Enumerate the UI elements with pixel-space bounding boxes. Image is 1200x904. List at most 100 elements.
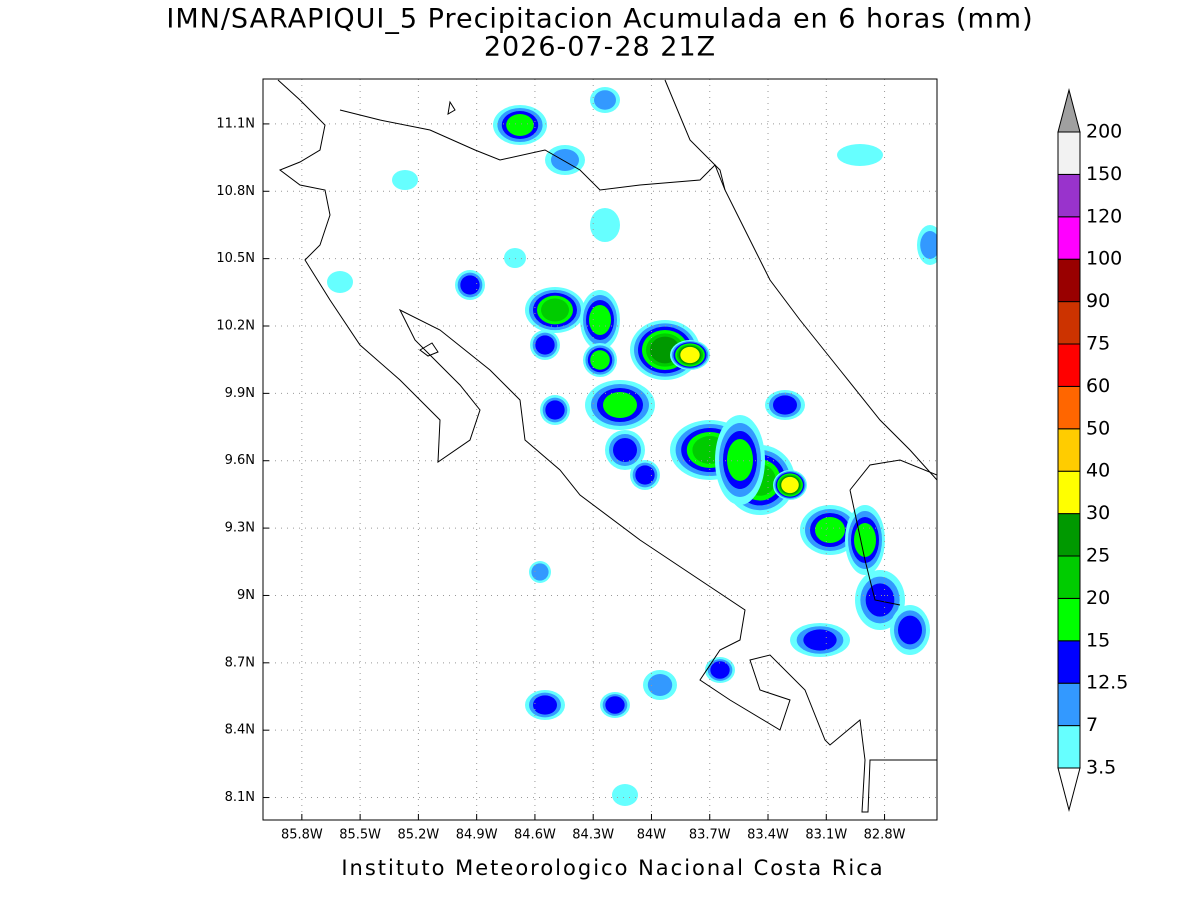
- grid: 85.8W 85.5W 85.2W 84.9W 84.6W 84.3W 84W 83.7W 83…: [216, 79, 937, 843]
- colorbar-segment: [1057, 682, 1081, 727]
- rain-cell: [551, 149, 579, 171]
- rain-cell: [327, 271, 353, 293]
- y-tick-label: 8.7N: [225, 655, 255, 670]
- colorbar-segment: [1057, 258, 1081, 303]
- colorbar-label: 60: [1086, 375, 1110, 397]
- rain-cell: [590, 350, 610, 370]
- colorbar-label: 30: [1086, 502, 1110, 524]
- rain-cell: [541, 298, 569, 322]
- x-tick-label: 83.4W: [747, 828, 789, 843]
- rain-cell: [815, 517, 845, 543]
- colorbar-label: 150: [1086, 163, 1122, 185]
- y-tick-label: 8.4N: [225, 723, 255, 738]
- x-tick-label: 84.6W: [514, 828, 556, 843]
- rain-cell: [710, 661, 730, 679]
- x-tick-label: 85.5W: [339, 828, 381, 843]
- colorbar-segment: [1057, 597, 1081, 642]
- rain-cell: [680, 346, 700, 364]
- colorbar-label: 12.5: [1086, 672, 1128, 694]
- rain-cell: [612, 784, 638, 806]
- rain-cell: [590, 208, 620, 242]
- map-frame: [262, 78, 938, 821]
- y-tick-label: 11.1N: [216, 116, 255, 131]
- title: IMN/SARAPIQUI_5 Precipitacion Acumulada …: [166, 4, 1033, 35]
- subtitle: 2026-07-28 21Z: [484, 32, 716, 63]
- x-tick-label: 83.1W: [805, 828, 847, 843]
- y-tick-label: 10.8N: [216, 184, 255, 199]
- rain-cell: [535, 335, 555, 355]
- colorbar-label: 15: [1086, 629, 1110, 651]
- rain-cell: [605, 696, 625, 714]
- colorbar-segment: [1057, 725, 1081, 769]
- colorbar-segment: [1057, 131, 1081, 175]
- rain-cell: [613, 438, 637, 462]
- footer: Instituto Meteorologico Nacional Costa R…: [341, 856, 884, 880]
- y-tick-label: 9.3N: [225, 521, 255, 536]
- colorbar-label: 75: [1086, 333, 1110, 355]
- y-tick-label: 8.1N: [225, 790, 255, 805]
- colorbar-label: 200: [1086, 121, 1122, 143]
- rain-cell: [594, 90, 616, 110]
- colorbar-label: 50: [1086, 417, 1110, 439]
- y-tick-label: 9.9N: [225, 386, 255, 401]
- x-tick-label: 85.2W: [397, 828, 439, 843]
- rain-cell: [460, 275, 480, 295]
- rain-cell: [854, 523, 876, 557]
- x-tick-label: 82.8W: [864, 828, 906, 843]
- y-tick-label: 9.6N: [225, 453, 255, 468]
- colorbar-segment: [1057, 301, 1081, 345]
- colorbar-segment: [1057, 385, 1081, 430]
- rain-cell: [504, 248, 526, 268]
- rain-cell: [603, 392, 637, 418]
- rain-cell: [533, 695, 557, 715]
- rain-cell: [773, 395, 797, 415]
- rain-cell: [589, 305, 611, 335]
- lake: [419, 100, 456, 357]
- colorbar-label: 7: [1086, 714, 1098, 736]
- colorbar-label: 20: [1086, 587, 1110, 609]
- colorbar-segment: [1057, 173, 1081, 218]
- colorbar-label: 100: [1086, 248, 1122, 270]
- coastlines: [277, 79, 937, 813]
- y-tick-label: 10.2N: [216, 319, 255, 334]
- colorbar-segment: [1057, 428, 1081, 472]
- x-tick-label: 84.9W: [456, 828, 498, 843]
- rain-cell: [531, 563, 549, 581]
- colorbar-label: 40: [1086, 460, 1110, 482]
- colorbar-label: 25: [1086, 545, 1110, 567]
- rain-cell: [865, 583, 895, 617]
- x-tick-label: 84.3W: [572, 828, 614, 843]
- coastline: [277, 79, 937, 813]
- rain-cell: [506, 114, 534, 136]
- colorbar-label: 3.5: [1086, 757, 1116, 779]
- colorbar-over: [1057, 88, 1081, 133]
- border: [849, 459, 937, 606]
- colorbar-under: [1057, 767, 1081, 812]
- colorbar-segment: [1057, 555, 1081, 599]
- colorbar: 3.5 7 12.5 15 20 25 30 40 50 60 75 90 100 120 150 200: [1057, 88, 1128, 812]
- precipitation-field: [327, 87, 937, 806]
- colorbar-label: 90: [1086, 290, 1110, 312]
- x-tick-label: 83.7W: [689, 828, 731, 843]
- rain-cell: [727, 439, 753, 481]
- x-tick-label: 84W: [637, 828, 667, 843]
- colorbar-segment: [1057, 640, 1081, 684]
- rain-cell: [545, 400, 565, 420]
- colorbar-label: 120: [1086, 205, 1122, 227]
- y-tick-label: 9N: [237, 588, 255, 603]
- rain-cell: [635, 465, 655, 485]
- x-tick-label: 85.8W: [281, 828, 323, 843]
- rain-cell: [898, 615, 922, 645]
- coastline: [664, 79, 937, 481]
- rain-cell: [803, 629, 837, 651]
- colorbar-segment: [1057, 470, 1081, 515]
- rain-cell: [392, 170, 418, 190]
- rain-cell: [920, 231, 937, 259]
- rain-cell: [837, 144, 883, 166]
- rain-cell: [647, 674, 673, 696]
- colorbar-segment: [1057, 343, 1081, 387]
- rain-cell: [781, 476, 799, 494]
- colorbar-segment: [1057, 216, 1081, 260]
- border: [339, 109, 726, 191]
